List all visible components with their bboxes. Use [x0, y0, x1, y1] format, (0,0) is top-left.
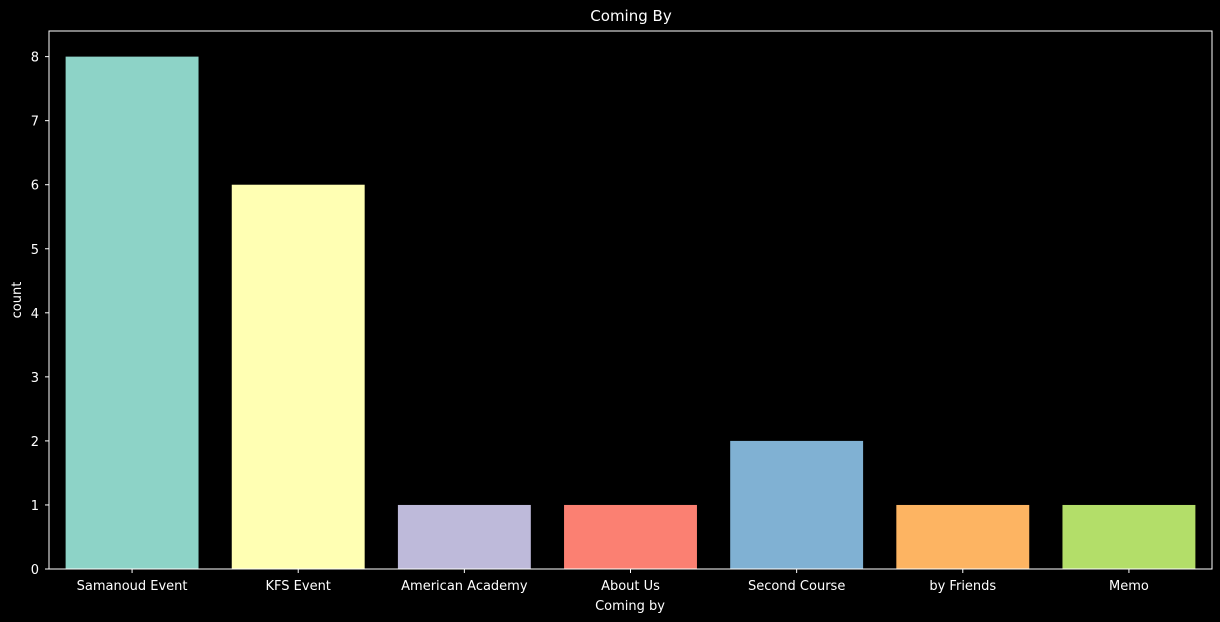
- x-tick-label: by Friends: [929, 579, 996, 594]
- bar-about-us: [564, 504, 697, 569]
- x-axis-label: Coming by: [595, 599, 665, 614]
- x-axis: Samanoud Event KFS Event American Academy A…: [77, 569, 1149, 594]
- y-tick-label: 2: [31, 435, 39, 450]
- y-tick-label: 6: [31, 179, 39, 194]
- bars-group: [65, 56, 1196, 570]
- bar-samanoud-event: [65, 56, 199, 570]
- chart-title: Coming By: [590, 7, 672, 25]
- bar-second-course: [730, 440, 864, 569]
- y-tick-label: 4: [31, 307, 39, 322]
- x-tick-label: KFS Event: [266, 579, 331, 594]
- bar-memo: [1062, 504, 1196, 569]
- y-tick-label: 7: [31, 115, 39, 130]
- x-tick-label: About Us: [601, 579, 660, 594]
- y-tick-label: 3: [31, 371, 39, 386]
- x-tick-label: American Academy: [401, 579, 528, 594]
- bar-by-friends: [896, 504, 1030, 569]
- y-axis-label: count: [10, 282, 25, 319]
- plot-frame: [48, 30, 1213, 570]
- x-tick-label: Second Course: [748, 579, 845, 594]
- bar-kfs-event: [231, 184, 365, 569]
- y-tick-label: 8: [31, 51, 39, 66]
- y-axis: 0 1 2 3 4 5 6 7 8: [31, 51, 49, 578]
- y-tick-label: 1: [31, 499, 39, 514]
- x-tick-label: Samanoud Event: [77, 579, 188, 594]
- y-tick-label: 5: [31, 243, 39, 258]
- bar-american-academy: [397, 504, 531, 569]
- x-tick-label: Memo: [1109, 579, 1149, 594]
- y-tick-label: 0: [31, 563, 39, 578]
